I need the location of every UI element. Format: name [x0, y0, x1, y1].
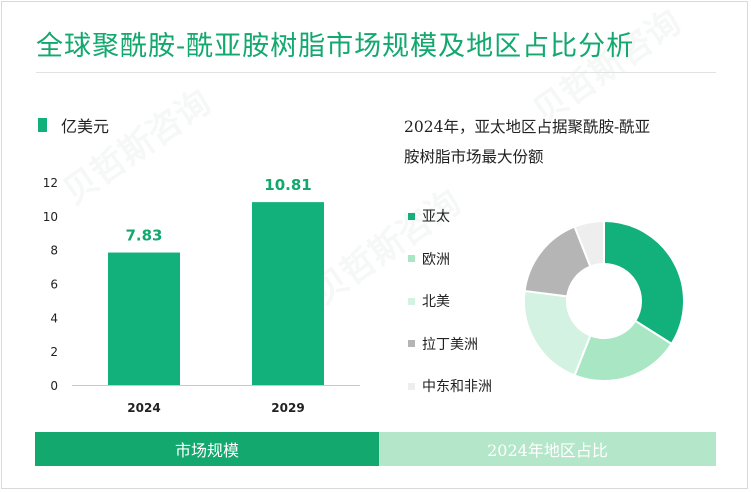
title-divider [36, 72, 716, 73]
legend-swatch [408, 297, 415, 305]
bar [252, 202, 324, 385]
pie-title-line2: 胺树脂市场最大份额 [404, 148, 544, 166]
legend-label: 中东和非洲 [422, 379, 492, 395]
y-tick-label: 8 [50, 244, 58, 258]
donut-slice [603, 219, 685, 346]
x-tick-label: 2029 [271, 401, 304, 415]
legend-swatch [408, 212, 415, 220]
legend-swatch [408, 340, 415, 347]
legend-swatch [408, 382, 415, 390]
legend-item: 中东和非洲 [408, 376, 492, 396]
legend-swatch [408, 255, 415, 262]
unit-label: 亿美元 [61, 117, 110, 136]
y-tick-label: 12 [43, 176, 58, 190]
legend-item: 欧洲 [408, 249, 492, 269]
y-tick-label: 0 [50, 379, 58, 393]
bar-value-label: 7.83 [125, 227, 162, 245]
legend-label: 欧洲 [422, 251, 450, 268]
legend-label: 亚太 [422, 209, 450, 225]
footer-market-size: 市场规模 [35, 432, 379, 466]
legend-item: 北美 [408, 291, 492, 311]
x-tick-label: 2024 [127, 401, 160, 415]
pie-title: 2024年，亚太地区占据聚酰胺-酰亚 胺树脂市场最大份额 [404, 112, 714, 172]
legend-label: 北美 [422, 294, 450, 310]
pie-legend: 亚太欧洲北美拉丁美洲中东和非洲 [408, 206, 492, 419]
chart-title: 全球聚酰胺-酰亚胺树脂市场规模及地区占比分析 [36, 31, 635, 62]
legend-label: 拉丁美洲 [422, 336, 478, 353]
donut-slice [573, 219, 605, 268]
y-tick-label: 2 [50, 345, 58, 359]
legend-item: 拉丁美洲 [408, 334, 492, 354]
donut-slice [523, 289, 592, 377]
legend-swatch [38, 118, 47, 132]
pie-title-line1: 2024年，亚太地区占据聚酰胺-酰亚 [404, 118, 651, 136]
y-tick-label: 4 [50, 311, 58, 325]
legend-item: 亚太 [408, 206, 492, 226]
bar-value-label: 10.81 [264, 176, 311, 194]
y-tick-label: 6 [50, 278, 58, 292]
bar-unit-legend: 亿美元 [38, 113, 109, 137]
y-tick-label: 10 [43, 210, 58, 224]
bar [108, 252, 180, 385]
footer-region-share: 2024年地区占比 [379, 432, 716, 466]
